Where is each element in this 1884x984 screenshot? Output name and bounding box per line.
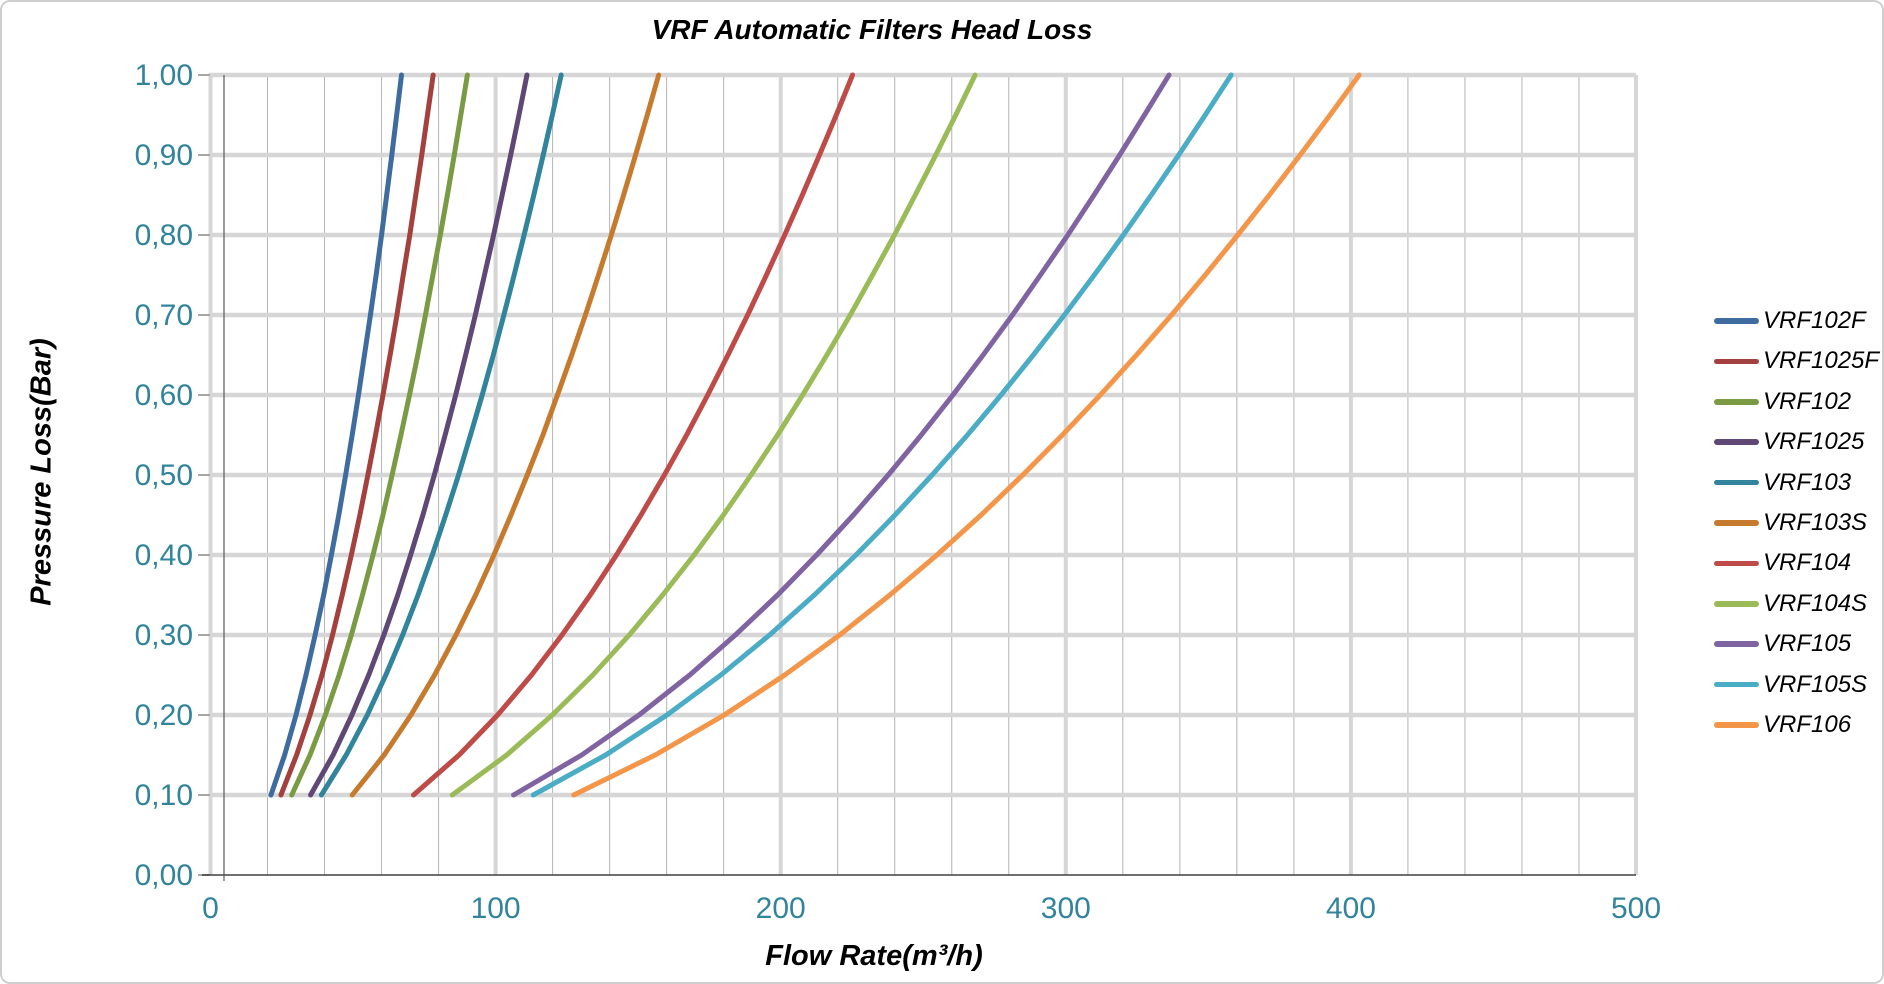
y-tick-label-0,90: 0,90 xyxy=(135,139,193,172)
y-tick-label-0,70: 0,70 xyxy=(135,299,193,332)
series-line-VRF105S xyxy=(530,72,1234,798)
series-line-VRF104S xyxy=(449,72,978,798)
series-line-VRF103 xyxy=(318,72,564,798)
y-tick-label-0,60: 0,60 xyxy=(135,379,193,412)
y-tick-label-0,00: 0,00 xyxy=(135,859,193,892)
x-tick-label-0: 0 xyxy=(202,892,219,925)
series-line-VRF104 xyxy=(410,72,856,798)
x-tick-label-300: 300 xyxy=(1041,892,1091,925)
y-tick-label-0,20: 0,20 xyxy=(135,699,193,732)
series-line-VRF102 xyxy=(289,72,470,798)
major-horizontal-gridlines xyxy=(208,72,1636,798)
series-line-VRF106 xyxy=(571,72,1362,798)
series-line-VRF1025 xyxy=(308,72,530,798)
y-tick-label-0,40: 0,40 xyxy=(135,539,193,572)
y-tick-label-0,50: 0,50 xyxy=(135,459,193,492)
y-tick-label-0,30: 0,30 xyxy=(135,619,193,652)
x-tick-label-400: 400 xyxy=(1326,892,1376,925)
x-axis-title: Flow Rate(m³/h) xyxy=(765,940,983,972)
y-tick-label-0,80: 0,80 xyxy=(135,219,193,252)
series-line-VRF102F xyxy=(268,72,405,798)
y-tick-label-1,00: 1,00 xyxy=(135,59,193,92)
x-tick-label-500: 500 xyxy=(1611,892,1661,925)
x-tick-label-200: 200 xyxy=(756,892,806,925)
series-line-VRF105 xyxy=(511,72,1172,798)
chart-title: VRF Automatic Filters Head Loss xyxy=(651,14,1093,45)
x-tick-label-100: 100 xyxy=(471,892,521,925)
y-tick-marks xyxy=(198,74,210,876)
y-tick-label-0,10: 0,10 xyxy=(135,779,193,812)
series-line-VRF1025F xyxy=(278,72,436,798)
series-line-VRF103S xyxy=(349,72,662,798)
